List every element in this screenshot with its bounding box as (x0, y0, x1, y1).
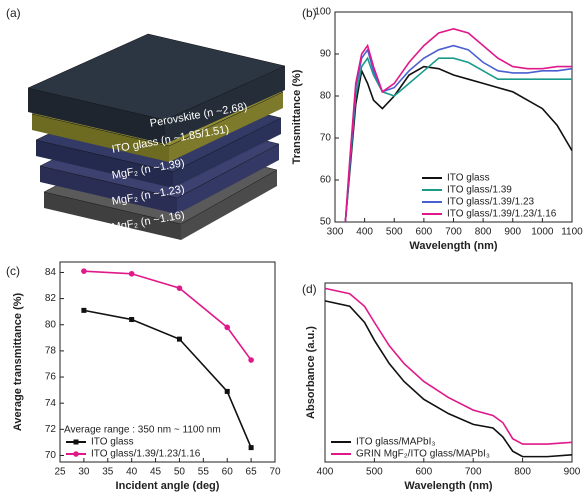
layer-side (36, 140, 173, 188)
x-tick-label: 40 (126, 467, 138, 478)
legend-label: ITO glass/1.39/1.23/1.16 (91, 449, 201, 460)
x-tick-label: 25 (54, 467, 66, 478)
x-tick-label: 900 (564, 467, 581, 478)
x-tick-label: 1000 (531, 227, 554, 238)
series-line (344, 27, 572, 223)
legend-label: ITO glass/1.39 (447, 185, 512, 196)
y-tick-label: 90 (320, 49, 332, 60)
layer-side (173, 118, 281, 188)
x-tick-label: 700 (465, 467, 482, 478)
x-tick-label: 30 (78, 467, 90, 478)
chart: (c) 25 30 35 40 45 50 55 60 65 70 70 72 74 76 78 80 82 84 I… (6, 261, 281, 492)
x-tick-label: 35 (102, 467, 114, 478)
x-tick-label: 600 (415, 467, 432, 478)
series-line (344, 56, 572, 223)
x-tick-label: 60 (222, 467, 234, 478)
y-tick-label: 80 (320, 91, 332, 102)
layer-side (169, 92, 283, 162)
marker (248, 357, 254, 363)
x-tick-label: 1100 (561, 227, 583, 238)
layer-side (40, 166, 177, 214)
x-tick-label: 55 (198, 467, 210, 478)
marker (248, 445, 254, 451)
plot-frame (324, 282, 573, 463)
x-axis-label: Incident angle (deg) (116, 480, 220, 492)
y-axis-label: Average transmittance (%) (12, 292, 24, 431)
series-line (324, 300, 573, 458)
plot-frame (59, 261, 276, 463)
y-tick-label: 72 (45, 424, 57, 435)
marker (224, 324, 231, 331)
panel-label: (c) (6, 264, 20, 278)
x-axis-label: Wavelength (nm) (404, 480, 493, 492)
marker (224, 388, 230, 394)
y-tick-label: 60 (320, 175, 332, 186)
y-tick-label: 70 (320, 133, 332, 144)
x-tick-label: 70 (269, 467, 281, 478)
panel-label: (a) (6, 6, 21, 20)
y-tick-label: 50 (320, 217, 332, 228)
legend-label: ITO glass/1.39/1.23/1.16 (447, 209, 557, 220)
layer-side (177, 144, 279, 214)
y-tick-label: 84 (45, 267, 57, 278)
legend-label: ITO glass (91, 437, 134, 448)
layer-stack: Perovskite (n ~2.68)ITO glass (n ~1.85/1… (27, 33, 286, 240)
x-tick-label: 400 (317, 467, 334, 478)
legend-label: GRIN MgF₂/ITO glass/MAPbI₃ (356, 449, 490, 460)
x-tick-label: 800 (475, 227, 492, 238)
marker (128, 270, 135, 277)
series-line (344, 44, 573, 223)
layer-side (44, 192, 181, 240)
x-tick-label: 45 (150, 467, 162, 478)
layer-side (32, 114, 169, 162)
y-tick-label: 74 (45, 398, 57, 409)
x-axis-label: Wavelength (nm) (409, 240, 498, 252)
x-tick-label: 500 (386, 227, 403, 238)
y-tick-label: 78 (45, 346, 57, 357)
x-tick-label: 65 (246, 467, 258, 478)
panel-label: (d) (302, 282, 317, 296)
panel-label: (b) (302, 6, 317, 20)
legend-label: ITO glass (447, 173, 490, 184)
x-tick-label: 400 (356, 227, 373, 238)
x-tick-label: 300 (327, 227, 344, 238)
layer-side (181, 170, 277, 240)
chart: (b) 300 400 500 600 700 800 900 1000 1100 50 60 70 80… (291, 6, 583, 252)
x-tick-label: 600 (416, 227, 433, 238)
y-axis-label: Transmittance (%) (291, 69, 303, 164)
marker (73, 451, 79, 457)
x-tick-label: 500 (366, 467, 383, 478)
chart: (d) 400 500 600 700 800 900 Wavelength (nm) Abso… (302, 282, 581, 492)
legend-label: ITO glass/1.39/1.23 (447, 197, 535, 208)
layer-top (27, 33, 286, 121)
marker (176, 285, 183, 291)
y-tick-label: 82 (45, 293, 57, 304)
series-line (324, 287, 573, 445)
x-tick-label: 50 (174, 467, 186, 478)
marker (129, 317, 135, 323)
y-tick-label: 80 (45, 319, 57, 330)
marker (81, 268, 87, 274)
x-tick-label: 900 (504, 227, 521, 238)
legend-label: ITO glass/MAPbI₃ (356, 437, 435, 448)
y-axis-label: Absorbance (a.u.) (305, 326, 317, 419)
annotation: Average range : 350 nm ~ 1100 nm (64, 425, 221, 436)
layer-side (165, 66, 285, 144)
y-tick-label: 70 (45, 450, 57, 461)
x-tick-label: 700 (445, 227, 462, 238)
y-tick-label: 76 (45, 372, 57, 383)
y-tick-label: 100 (314, 7, 331, 18)
series-line (344, 65, 573, 223)
marker (81, 307, 87, 313)
marker (73, 439, 79, 445)
layer-side (28, 88, 165, 144)
x-tick-label: 800 (514, 467, 531, 478)
marker (176, 336, 182, 342)
